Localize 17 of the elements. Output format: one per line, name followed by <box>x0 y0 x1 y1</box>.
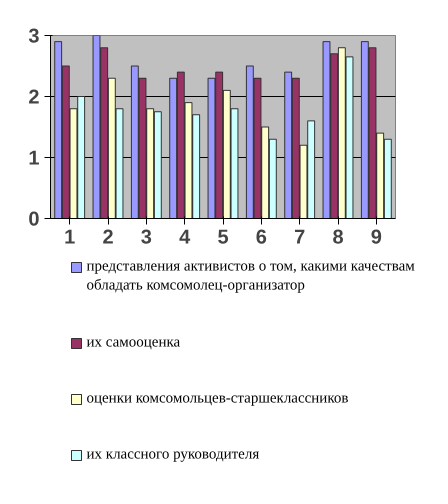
legend-label: представления активистов о том, какими качествам обладать комсомолец-организатор <box>86 258 416 294</box>
legend-label: их самооценка <box>86 334 181 350</box>
legend-label: оценки комсомольцев-старшеклассников <box>86 390 348 406</box>
x-tick-label: 7 <box>294 226 306 248</box>
legend-label: их классного руководителя <box>86 446 260 462</box>
x-tick-label: 3 <box>140 226 152 248</box>
x-tick-label: 5 <box>217 226 229 248</box>
x-tick-label: 2 <box>102 226 114 248</box>
y-tick-label: 3 <box>28 26 40 48</box>
y-tick-label: 0 <box>28 208 40 230</box>
x-tick-label: 4 <box>179 226 192 248</box>
x-tick-label: 9 <box>370 226 382 248</box>
x-tick-label: 1 <box>64 226 76 248</box>
x-tick-label: 8 <box>332 226 344 248</box>
y-tick-label: 1 <box>28 148 40 170</box>
y-tick-label: 2 <box>28 86 40 108</box>
x-tick-label: 6 <box>256 226 267 248</box>
